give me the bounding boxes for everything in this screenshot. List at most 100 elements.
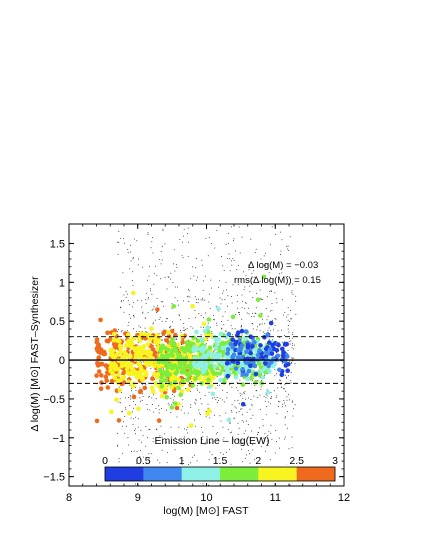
y-tick-label: 1.5 bbox=[50, 238, 65, 250]
background-point bbox=[135, 483, 136, 485]
background-point bbox=[241, 461, 243, 463]
data-point bbox=[188, 367, 193, 372]
colorbar-segment bbox=[143, 467, 182, 481]
background-point bbox=[158, 412, 160, 414]
background-point bbox=[260, 297, 262, 299]
data-point bbox=[141, 350, 146, 356]
background-point bbox=[155, 408, 157, 409]
background-point bbox=[142, 312, 144, 314]
background-point bbox=[155, 265, 156, 267]
background-point bbox=[145, 331, 147, 333]
data-point bbox=[159, 387, 164, 393]
background-point bbox=[291, 357, 293, 359]
background-point bbox=[180, 331, 182, 333]
background-point bbox=[142, 384, 144, 386]
background-point bbox=[129, 268, 131, 270]
background-point bbox=[195, 279, 197, 281]
data-point bbox=[131, 394, 137, 400]
data-point bbox=[194, 346, 200, 352]
background-point bbox=[265, 397, 267, 399]
background-point bbox=[123, 294, 125, 296]
background-point bbox=[241, 442, 243, 444]
background-point bbox=[241, 393, 243, 395]
background-point bbox=[231, 302, 233, 304]
background-point bbox=[187, 233, 189, 235]
background-point bbox=[222, 439, 224, 441]
background-point bbox=[207, 255, 209, 257]
data-point bbox=[202, 354, 207, 359]
background-point bbox=[130, 390, 132, 392]
background-point bbox=[180, 330, 182, 332]
data-point bbox=[244, 372, 249, 377]
background-point bbox=[267, 440, 269, 442]
background-point bbox=[213, 397, 215, 399]
data-point bbox=[176, 352, 181, 357]
data-point bbox=[133, 353, 139, 358]
background-point bbox=[203, 327, 204, 329]
background-point bbox=[177, 300, 179, 302]
data-point bbox=[149, 344, 154, 349]
background-point bbox=[196, 301, 197, 303]
background-point bbox=[287, 319, 289, 321]
background-point bbox=[122, 452, 124, 454]
data-point bbox=[178, 392, 183, 398]
background-point bbox=[129, 394, 131, 396]
data-point bbox=[206, 350, 212, 355]
background-point bbox=[202, 436, 204, 438]
data-point bbox=[263, 346, 269, 352]
background-point bbox=[239, 443, 241, 444]
background-point bbox=[223, 324, 225, 326]
background-point bbox=[293, 357, 295, 359]
background-point bbox=[245, 404, 247, 406]
background-point bbox=[152, 308, 154, 310]
data-point bbox=[172, 380, 178, 385]
background-point bbox=[139, 326, 141, 328]
data-point bbox=[190, 383, 196, 388]
background-point bbox=[142, 266, 144, 268]
background-point bbox=[208, 459, 210, 461]
background-point bbox=[158, 319, 160, 320]
background-point bbox=[271, 438, 273, 440]
background-point bbox=[118, 461, 120, 463]
data-point bbox=[253, 371, 259, 377]
background-point bbox=[252, 297, 254, 299]
background-point bbox=[238, 312, 240, 313]
data-point bbox=[156, 418, 162, 423]
data-point bbox=[213, 337, 219, 343]
background-point bbox=[170, 411, 172, 413]
background-point bbox=[286, 376, 287, 378]
background-point bbox=[171, 303, 173, 305]
background-point bbox=[217, 385, 218, 386]
background-point bbox=[167, 452, 169, 454]
background-point bbox=[262, 299, 264, 301]
background-point bbox=[228, 242, 229, 244]
background-point bbox=[198, 313, 200, 315]
background-point bbox=[226, 392, 228, 393]
data-point bbox=[258, 343, 263, 348]
background-point bbox=[286, 316, 287, 318]
background-point bbox=[208, 293, 210, 295]
background-point bbox=[219, 397, 221, 399]
background-point bbox=[123, 238, 125, 240]
background-point bbox=[224, 311, 226, 313]
background-point bbox=[262, 419, 264, 420]
background-point bbox=[225, 289, 227, 291]
background-point bbox=[129, 384, 131, 386]
background-point bbox=[188, 290, 190, 292]
background-point bbox=[231, 296, 232, 297]
background-point bbox=[127, 248, 129, 250]
background-point bbox=[152, 404, 153, 406]
background-point bbox=[238, 403, 240, 405]
background-point bbox=[211, 287, 212, 289]
data-point bbox=[109, 409, 114, 415]
data-point bbox=[185, 387, 191, 393]
background-point bbox=[146, 404, 148, 405]
data-point bbox=[109, 378, 115, 384]
background-point bbox=[266, 296, 268, 298]
background-point bbox=[225, 412, 227, 414]
background-point bbox=[199, 398, 201, 400]
data-point bbox=[105, 330, 110, 336]
data-point bbox=[152, 350, 158, 356]
data-point bbox=[149, 326, 154, 332]
data-point bbox=[131, 290, 136, 296]
